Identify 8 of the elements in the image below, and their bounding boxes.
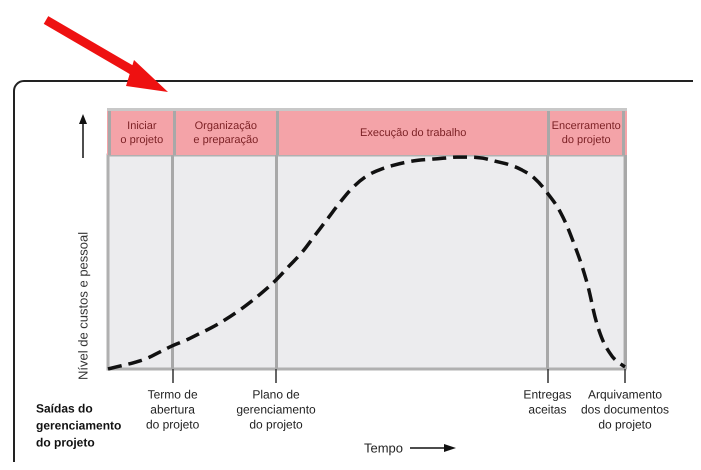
- x-axis-title: Tempo: [364, 440, 403, 456]
- text: Saídas do gerenciamento do projeto: [36, 402, 122, 450]
- x-tick-label: Termo de abertura do projeto: [146, 388, 200, 432]
- phase-header: Iniciar o projeto Organização e preparação Execução do trabalho Encerramento do projeto: [106, 108, 626, 155]
- x-tick-label: Plano de gerenciamento do projeto: [236, 388, 316, 432]
- x-tick-label: Entregas aceitas: [523, 388, 572, 416]
- y-axis-title: Nível de custos e pessoal: [76, 232, 90, 380]
- x-tick-label: Arquivamento dos documentos do projeto: [580, 388, 670, 432]
